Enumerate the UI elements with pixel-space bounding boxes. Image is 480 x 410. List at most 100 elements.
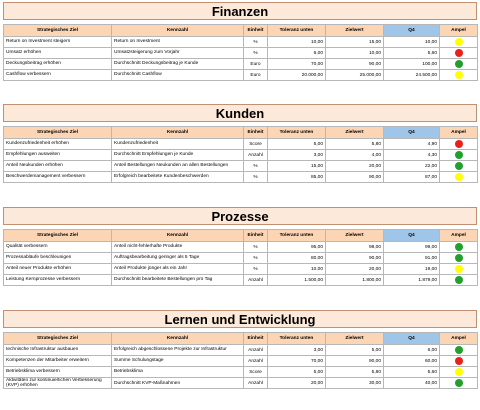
q4-value-cell: 24.500,00 <box>383 69 440 81</box>
column-header: Kennzahl <box>111 229 244 242</box>
unit-cell: Anzahl <box>243 274 268 286</box>
target-cell: 90,00 <box>325 252 384 264</box>
table-row[interactable]: Return on Investment steigern Return on I… <box>3 36 478 48</box>
q4-value-cell: 10,00 <box>383 36 440 48</box>
strategic-goal-cell: Empfehlungen ausweiten <box>3 149 112 161</box>
table-row[interactable]: Kompetenzen der Mitarbeiter erweitern Sum… <box>3 355 478 367</box>
unit-cell: % <box>243 160 268 172</box>
table-row[interactable]: Anteil neuer Produkte erhöhen Anteil Prod… <box>3 263 478 275</box>
unit-cell: Anzahl <box>243 355 268 367</box>
table-row[interactable]: Qualität verbessern Anteil nicht-fehlerha… <box>3 241 478 253</box>
metric-cell: Betriebsklima <box>111 366 244 378</box>
column-header: Ampel <box>439 229 478 242</box>
table-row[interactable]: Leistung Kernprozesse verbessern Durchsch… <box>3 274 478 286</box>
traffic-light-icon <box>454 49 463 57</box>
tolerance-cell: 6,00 <box>267 47 326 59</box>
q4-value-cell: 5,60 <box>383 47 440 59</box>
column-header: Toleranz unten <box>267 229 326 242</box>
traffic-light-cell <box>439 376 478 390</box>
traffic-light-cell <box>439 149 478 161</box>
table-row[interactable]: Betriebsklima verbessern Betriebsklima Sco… <box>3 366 478 378</box>
q4-value-cell: 40,00 <box>383 376 440 390</box>
table-row[interactable]: Anteil Neukunden erhöhen Anteil Bestellun… <box>3 160 478 172</box>
section-title: Lernen und Entwicklung <box>3 310 477 328</box>
traffic-light-icon <box>454 379 463 388</box>
metric-cell: Durchschnitt Cashflow <box>111 69 244 81</box>
unit-cell: Anzahl <box>243 376 268 390</box>
traffic-light-cell <box>439 58 478 70</box>
target-cell: 20,00 <box>325 160 384 172</box>
tolerance-cell: 5,00 <box>267 138 326 150</box>
traffic-light-cell <box>439 69 478 81</box>
column-header: Einheit <box>243 332 268 345</box>
strategic-goal-cell: Betriebsklima verbessern <box>3 366 112 378</box>
section-title: Finanzen <box>3 2 477 20</box>
traffic-light-cell <box>439 160 478 172</box>
unit-cell: Score <box>243 138 268 150</box>
metric-cell: Anteil nicht-fehlerhafte Produkte <box>111 241 244 253</box>
q4-value-cell: 4,90 <box>383 138 440 150</box>
target-cell: 15,00 <box>325 36 384 48</box>
tolerance-cell: 15,00 <box>267 160 326 172</box>
q4-value-cell: 1.879,00 <box>383 274 440 286</box>
column-header: Zielwert <box>325 126 384 139</box>
traffic-light-icon <box>454 71 463 79</box>
metric-cell: Anteil Produkte jünger als ein Jahr <box>111 263 244 275</box>
table-row[interactable]: Beschwerdemanagement verbessern Erfolgrei… <box>3 171 478 183</box>
kpi-table: Strategisches Ziel Kennzahl Einheit Toleran… <box>3 126 478 183</box>
column-header: Q4 <box>383 229 440 242</box>
traffic-light-cell <box>439 36 478 48</box>
column-header: Zielwert <box>325 229 384 242</box>
metric-cell: Auftragsbearbeitung geringer als 5 Tage <box>111 252 244 264</box>
metric-cell: Return on Investment <box>111 36 244 48</box>
unit-cell: Anzahl <box>243 149 268 161</box>
q4-value-cell: 19,00 <box>383 263 440 275</box>
column-header: Strategisches Ziel <box>3 332 112 345</box>
table-row[interactable]: Umsatz erhöhen Umsatzsteigerung zum Vorja… <box>3 47 478 59</box>
tolerance-cell: 70,00 <box>267 58 326 70</box>
target-cell: 5,80 <box>325 138 384 150</box>
table-row[interactable]: Cashflow verbessern Durchschnitt Cashflow… <box>3 69 478 81</box>
traffic-light-icon <box>454 173 463 181</box>
traffic-light-icon <box>454 38 463 46</box>
table-row[interactable]: Prozessabläufe beschleunigen Auftragsbear… <box>3 252 478 264</box>
target-cell: 90,00 <box>325 355 384 367</box>
target-cell: 90,00 <box>325 171 384 183</box>
traffic-light-icon <box>454 276 463 284</box>
tolerance-cell: 20,00 <box>267 376 326 390</box>
tolerance-cell: 5,00 <box>267 366 326 378</box>
strategic-goal-cell: Umsatz erhöhen <box>3 47 112 59</box>
q4-value-cell: 4,30 <box>383 149 440 161</box>
unit-cell: % <box>243 36 268 48</box>
q4-value-cell: 6,00 <box>383 344 440 356</box>
kpi-table: Strategisches Ziel Kennzahl Einheit Toleran… <box>3 24 478 81</box>
column-header: Kennzahl <box>111 24 244 37</box>
traffic-light-icon <box>454 368 463 376</box>
strategic-goal-cell: technische Infrastruktur ausbauen <box>3 344 112 356</box>
table-row[interactable]: technische Infrastruktur ausbauen Erfolgr… <box>3 344 478 356</box>
traffic-light-cell <box>439 252 478 264</box>
tolerance-cell: 3,00 <box>267 344 326 356</box>
tolerance-cell: 1.500,00 <box>267 274 326 286</box>
table-row[interactable]: Aktivitäten zur kontinuierlichen Verbess… <box>3 376 478 390</box>
tolerance-cell: 10,00 <box>267 36 326 48</box>
q4-value-cell: 100,00 <box>383 58 440 70</box>
column-header: Ampel <box>439 24 478 37</box>
tolerance-cell: 70,00 <box>267 355 326 367</box>
strategic-goal-cell: Qualität verbessern <box>3 241 112 253</box>
target-cell: 90,00 <box>325 58 384 70</box>
traffic-light-cell <box>439 366 478 378</box>
traffic-light-icon <box>454 346 463 354</box>
table-row[interactable]: Kundenzufriedenheit erhöhen Kundenzufried… <box>3 138 478 150</box>
strategic-goal-cell: Leistung Kernprozesse verbessern <box>3 274 112 286</box>
traffic-light-icon <box>454 265 463 273</box>
section-0: Finanzen Strategisches Ziel Kennzahl Einhei… <box>3 2 478 81</box>
column-header: Toleranz unten <box>267 24 326 37</box>
table-row[interactable]: Deckungsbeitrag erhöhen Durchschnitt Deck… <box>3 58 478 70</box>
column-header: Strategisches Ziel <box>3 229 112 242</box>
table-row[interactable]: Empfehlungen ausweiten Durchschnitt Empfe… <box>3 149 478 161</box>
target-cell: 25.000,00 <box>325 69 384 81</box>
traffic-light-cell <box>439 355 478 367</box>
tolerance-cell: 20.000,00 <box>267 69 326 81</box>
unit-cell: % <box>243 241 268 253</box>
